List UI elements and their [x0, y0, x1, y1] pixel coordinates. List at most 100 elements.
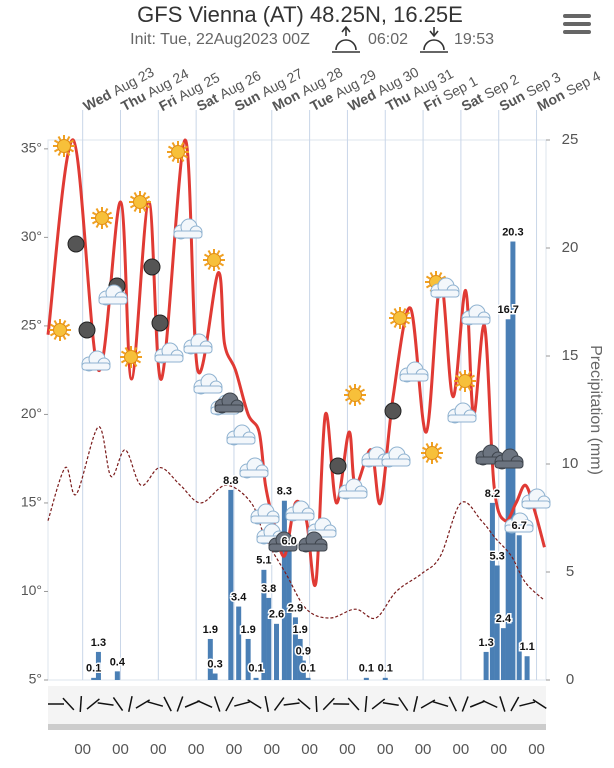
- sun-ray: [219, 262, 225, 267]
- precip-label: 1.9: [203, 624, 218, 636]
- sun-disc: [171, 145, 185, 159]
- wind-arrow: [197, 700, 213, 708]
- precip-bar: [91, 677, 97, 680]
- sun-icon: [389, 307, 411, 329]
- precip-label: 5.3: [489, 550, 504, 562]
- wind-arrow: [532, 699, 547, 709]
- cloud-icon: [381, 446, 411, 468]
- wind-arrow: [135, 699, 151, 709]
- precip-bar: [261, 569, 267, 680]
- cloud-base: [338, 490, 368, 499]
- precip-label: 2.6: [269, 609, 284, 621]
- sun-ray: [437, 446, 443, 451]
- sun-ray: [216, 249, 221, 255]
- cloud-icon: [285, 500, 315, 522]
- precip-label: 3.8: [261, 583, 276, 595]
- wind-arrow: [213, 696, 221, 712]
- sun-ray: [203, 253, 209, 258]
- y-tick-label: 15°: [21, 494, 42, 510]
- y2-tick-label: 15: [562, 347, 579, 364]
- y2-tick-label: 25: [562, 131, 579, 148]
- precip-label: 1.3: [91, 637, 106, 649]
- sun-ray: [129, 204, 135, 209]
- sun-disc: [458, 374, 472, 388]
- sun-ray: [458, 370, 463, 376]
- sun-ray: [133, 207, 138, 213]
- cloud-base: [381, 458, 411, 467]
- sun-ray: [142, 207, 147, 213]
- precip-bar: [236, 606, 242, 680]
- y2-tick-label: 5: [566, 563, 574, 580]
- sun-ray: [425, 284, 431, 289]
- wind-arrow: [432, 700, 449, 708]
- wind-arrow: [163, 696, 172, 712]
- cloud-icon: [461, 304, 491, 326]
- dewpoint-line: [47, 426, 545, 620]
- sun-ray: [348, 400, 353, 406]
- wind-arrow: [519, 701, 536, 707]
- cloud-base: [521, 500, 551, 509]
- cloud-icon: [504, 512, 534, 534]
- sun-ray: [62, 335, 67, 341]
- moon-icon: [329, 457, 347, 475]
- sun-disc: [53, 323, 67, 337]
- sun-ray: [357, 400, 362, 406]
- sun-ray: [389, 320, 395, 325]
- sun-ray: [421, 446, 427, 451]
- sun-ray: [142, 191, 147, 197]
- sun-disc: [95, 211, 109, 225]
- sun-ray: [454, 383, 460, 388]
- sun-ray: [393, 323, 398, 329]
- wind-arrow: [283, 702, 300, 706]
- precip-bar: [505, 319, 511, 680]
- wind-band: [48, 686, 546, 724]
- cloud-icon: [226, 424, 256, 446]
- precip-bar: [207, 638, 213, 680]
- wind-arrow: [510, 696, 520, 712]
- cloud-icon: [298, 531, 328, 553]
- sun-ray: [120, 359, 126, 364]
- precip-bar: [228, 489, 234, 680]
- sun-ray: [402, 323, 407, 329]
- sun-ray: [120, 350, 126, 355]
- cloud-icon: [81, 350, 111, 372]
- sun-ray: [207, 265, 212, 271]
- precip-bar: [292, 617, 298, 680]
- cloud-base: [298, 543, 328, 552]
- sun-ray: [389, 311, 395, 316]
- precip-bar: [524, 656, 530, 680]
- sun-ray: [360, 388, 366, 393]
- sun-icon: [421, 442, 443, 464]
- sun-ray: [95, 207, 100, 213]
- sun-ray: [470, 383, 476, 388]
- sun-ray: [348, 384, 353, 390]
- wind-arrow: [469, 700, 486, 708]
- sun-ray: [467, 370, 472, 376]
- precip-bar: [305, 677, 311, 680]
- sun-ray: [167, 154, 173, 159]
- hour-label: 00: [377, 741, 394, 758]
- wind-arrow: [184, 700, 201, 708]
- scroll-bar[interactable]: [48, 724, 546, 730]
- hour-label: 00: [453, 741, 470, 758]
- cloud-base: [504, 524, 534, 533]
- wind-arrow: [382, 702, 399, 706]
- sun-ray: [167, 145, 173, 150]
- sun-ray: [454, 374, 460, 379]
- cloud-icon: [98, 284, 128, 306]
- hour-label: 00: [339, 741, 356, 758]
- wind-arrow: [234, 701, 250, 707]
- cloud-icon: [447, 402, 477, 424]
- sun-icon: [120, 346, 142, 368]
- menu-button[interactable]: [563, 14, 591, 34]
- sun-ray: [65, 323, 71, 328]
- sun-ray: [53, 335, 58, 341]
- wind-arrow: [273, 697, 285, 711]
- sun-ray: [437, 455, 443, 460]
- hour-label: 00: [528, 741, 545, 758]
- precip-label: 16.7: [497, 304, 518, 316]
- sun-disc: [425, 446, 439, 460]
- sun-ray: [405, 320, 411, 325]
